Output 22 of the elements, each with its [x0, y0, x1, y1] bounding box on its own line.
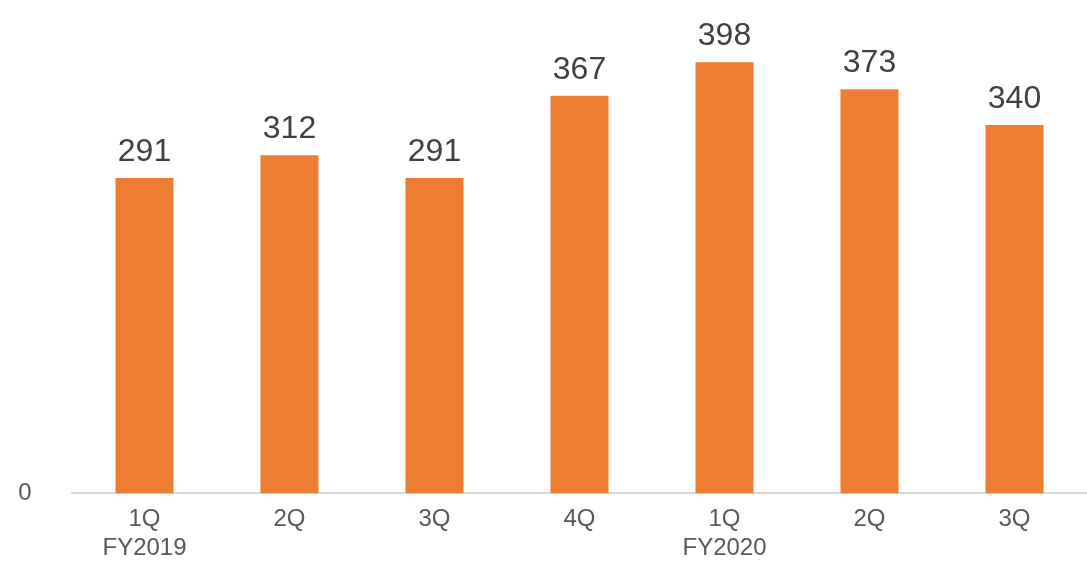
x-tick-label: 1Q FY2019 [102, 504, 187, 561]
bar [405, 178, 464, 494]
x-tick-label: 1Q FY2020 [682, 504, 767, 561]
bar [840, 89, 899, 494]
bar [695, 62, 754, 494]
data-label: 398 [697, 16, 752, 52]
bar [985, 125, 1044, 494]
text: 0 [18, 478, 32, 506]
x-tick-label: 4Q [563, 504, 596, 532]
data-label: 291 [407, 131, 462, 168]
bar [115, 178, 174, 494]
x-tick-label: 3Q [418, 504, 451, 532]
data-label: 312 [262, 109, 317, 146]
bar [260, 155, 319, 494]
x-tick-label: 2Q [273, 504, 306, 532]
x-tick-label: 2Q [853, 504, 886, 532]
data-label: 367 [552, 49, 607, 86]
data-label: 340 [987, 78, 1042, 115]
data-label: 373 [842, 43, 897, 80]
data-label: 291 [117, 131, 172, 168]
x-tick-label: 3Q [998, 504, 1031, 532]
bar [550, 95, 609, 494]
